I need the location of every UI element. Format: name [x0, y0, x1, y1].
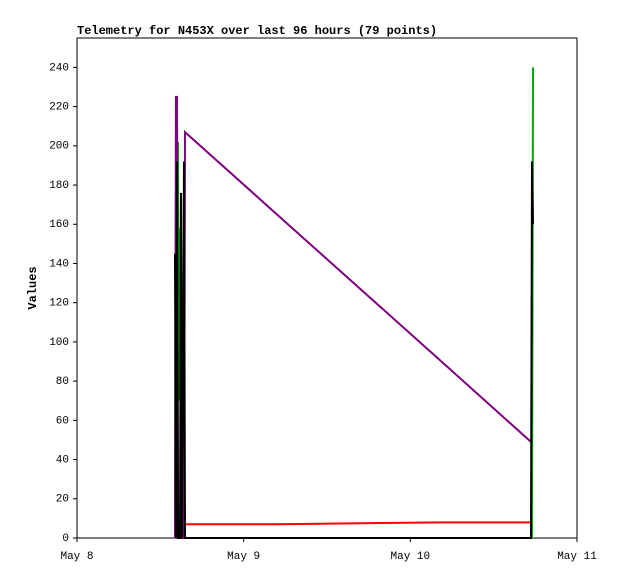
- series-line: [184, 521, 531, 526]
- x-tick-label: May 9: [227, 551, 260, 563]
- series-line: [174, 67, 534, 539]
- y-tick-label: 120: [49, 298, 69, 310]
- y-tick-label: 220: [49, 102, 69, 114]
- y-axis-label: Values: [26, 266, 40, 309]
- y-tick-label: 240: [49, 62, 69, 74]
- y-tick-label: 60: [56, 415, 69, 427]
- plot-frame: [76, 37, 578, 539]
- y-tick-label: 20: [56, 494, 69, 506]
- y-tick-label: 140: [49, 258, 69, 270]
- y-tick-label: 40: [56, 454, 69, 466]
- y-tick-label: 160: [49, 219, 69, 231]
- y-tick-label: 180: [49, 180, 69, 192]
- y-tick-label: 200: [49, 141, 69, 153]
- y-tick-label: 80: [56, 376, 69, 388]
- x-tick-label: May 10: [391, 551, 431, 563]
- y-tick-label: 100: [49, 337, 69, 349]
- x-tick-label: May 8: [60, 551, 93, 563]
- series-line: [174, 95, 532, 539]
- x-tick-label: May 11: [557, 551, 597, 563]
- chart-title: Telemetry for N453X over last 96 hours (…: [77, 24, 437, 38]
- y-tick-label: 0: [62, 533, 69, 545]
- series-line: [174, 161, 534, 539]
